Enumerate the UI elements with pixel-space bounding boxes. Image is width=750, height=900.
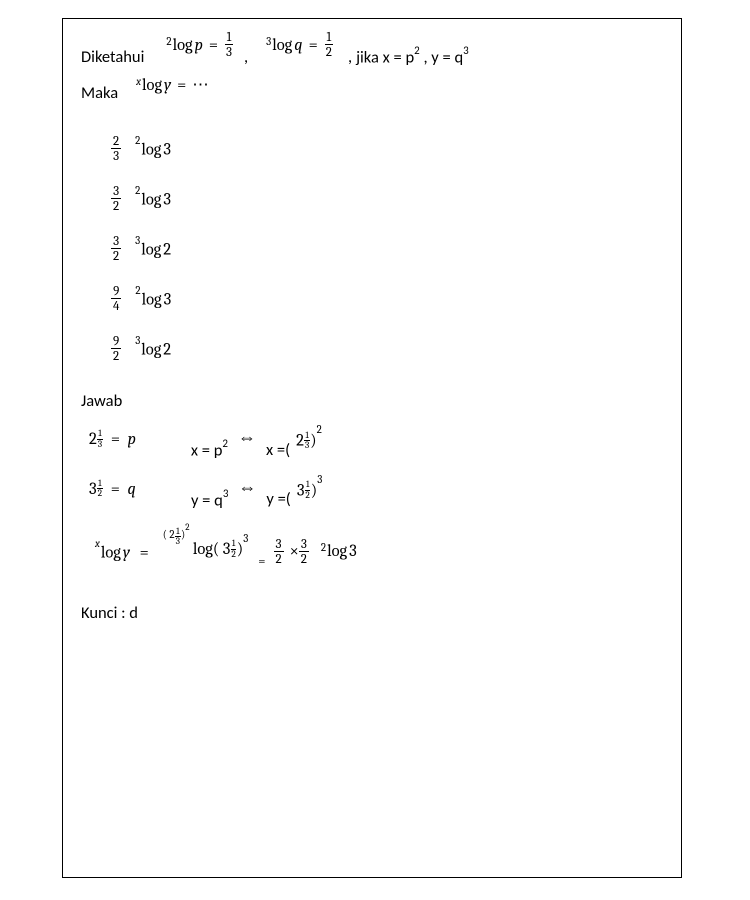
log2-frac: 1 2 bbox=[324, 31, 334, 59]
opt-c-frac: 32 bbox=[111, 235, 121, 263]
opt-a-log: 2log3 bbox=[135, 138, 171, 160]
answer-label: Jawab bbox=[81, 391, 663, 411]
solution-line-3: xlogy = ( 213)2 log( 312)3 = 32 × 32 bbox=[81, 536, 663, 567]
opt-d-log: 2log3 bbox=[135, 288, 171, 310]
log2-base: 3 bbox=[266, 35, 271, 48]
given-label: Diketahui bbox=[81, 47, 144, 67]
sol3-rhs: 32 × 32 2log3 bbox=[273, 538, 356, 566]
sol2-rhs: y =( bbox=[266, 489, 290, 509]
answer-block: Jawab 213 = p x = p2 ⇔ x =( 213)2 bbox=[81, 391, 663, 623]
option-c: 32 3log2 bbox=[111, 231, 663, 267]
log-expr-1: 2 log p = 1 3 bbox=[166, 31, 234, 59]
opt-b-log: 2log3 bbox=[135, 188, 171, 210]
then-eq: = bbox=[177, 76, 186, 95]
log2-arg: q bbox=[294, 36, 302, 55]
sol2-lhs: 312 = q bbox=[89, 480, 136, 507]
solution-line-1: 213 = p x = p2 ⇔ x =( 213)2 bbox=[81, 429, 663, 459]
opt-e-log: 3log2 bbox=[135, 338, 171, 360]
problem-box: Diketahui 2 log p = 1 3 , 3 log bbox=[62, 18, 682, 878]
log1-base: 2 bbox=[166, 35, 171, 48]
log2-fn: log bbox=[272, 36, 292, 55]
then-expr: x log y = ⋯ bbox=[136, 75, 209, 95]
option-e: 92 3log2 bbox=[111, 331, 663, 367]
comma-2: , bbox=[348, 47, 352, 67]
sol1-rhs: x =( bbox=[266, 440, 290, 460]
opt-d-frac: 94 bbox=[111, 285, 121, 313]
opt-b-frac: 32 bbox=[111, 185, 121, 213]
sol3-mid-presup: ( 213)2 bbox=[163, 528, 192, 541]
log1-arg: p bbox=[195, 36, 203, 55]
log1-eq: = bbox=[209, 36, 218, 55]
sol2-mid: y = q3 bbox=[191, 489, 228, 511]
then-arg: y bbox=[164, 76, 171, 95]
then-line: Maka x log y = ⋯ bbox=[81, 83, 663, 103]
sol3-eq2: = bbox=[258, 554, 265, 569]
sol1-mid: x = p2 bbox=[191, 439, 228, 461]
log1-frac: 1 3 bbox=[224, 31, 234, 59]
answer-key: Kunci : d bbox=[81, 603, 663, 623]
then-label: Maka bbox=[81, 83, 118, 103]
opt-a-frac: 23 bbox=[111, 135, 121, 163]
options-list: 23 2log3 32 2log3 32 3log2 94 2log3 92 3… bbox=[111, 131, 663, 367]
solution-line-2: 312 = q y = q3 ⇔ y =( 312)3 bbox=[81, 479, 663, 509]
log2-eq: = bbox=[309, 36, 318, 55]
log1-fn: log bbox=[173, 36, 193, 55]
comma-1: , bbox=[244, 47, 248, 67]
sol3-mid: ( 213)2 log( 312)3 bbox=[163, 536, 248, 567]
iff-arrow-2: ⇔ bbox=[238, 477, 256, 498]
then-dots: ⋯ bbox=[192, 75, 209, 95]
log-expr-2: 3 log q = 1 2 bbox=[266, 31, 334, 59]
sol2-rhs-expr: 312)3 bbox=[297, 479, 322, 509]
cond-text: jika x = p2 , y = q3 bbox=[356, 46, 469, 68]
page: Diketahui 2 log p = 1 3 , 3 log bbox=[0, 0, 750, 900]
option-a: 23 2log3 bbox=[111, 131, 663, 167]
given-line: Diketahui 2 log p = 1 3 , 3 log bbox=[81, 39, 663, 67]
iff-arrow-1: ⇔ bbox=[238, 427, 256, 448]
option-d: 94 2log3 bbox=[111, 281, 663, 317]
opt-c-log: 3log2 bbox=[135, 238, 171, 260]
opt-e-frac: 92 bbox=[111, 335, 121, 363]
then-fn: log bbox=[142, 76, 162, 95]
then-base: x bbox=[136, 75, 141, 88]
sol1-lhs: 213 = p bbox=[89, 430, 136, 457]
sol1-rhs-expr: 213)2 bbox=[296, 429, 322, 459]
sol3-lhs: xlogy = bbox=[95, 541, 149, 563]
option-b: 32 2log3 bbox=[111, 181, 663, 217]
